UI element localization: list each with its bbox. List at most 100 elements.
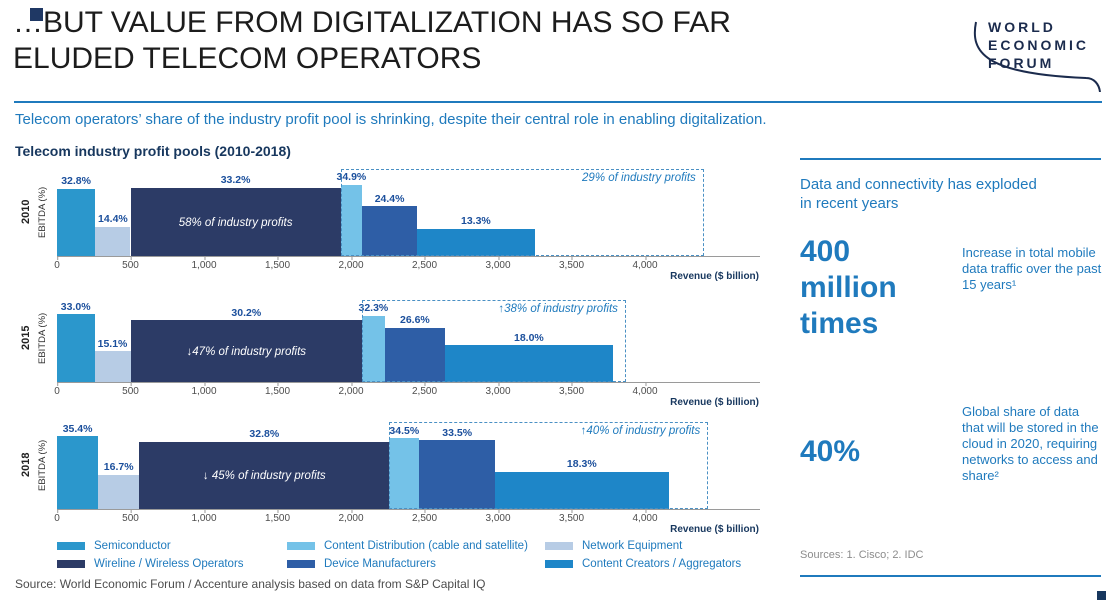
profit-share-group-box: [362, 299, 626, 382]
x-axis-2015: 0 500 1,000 1,500 2,000 2,500 3,000 3,500 4,000: [54, 383, 760, 398]
right-panel-bottom-rule: [800, 575, 1101, 577]
legend-swatch: [545, 560, 573, 568]
operators-profit-share-label: 58% of industry profits: [178, 217, 293, 229]
y-axis-year-label: 2015: [20, 325, 32, 351]
chart-2010: 2010 EBITDA (%) 32.8% 14.4% 33.2% 58% of in…: [14, 167, 764, 287]
x-tick-label: 0: [54, 257, 60, 271]
stat-value-mobile-traffic: 400 million times: [800, 235, 897, 340]
legend-item: Wireline / Wireless Operators: [57, 558, 287, 570]
bar-value-label: 33.2%: [220, 174, 251, 187]
x-tick-label: 2,500: [411, 510, 438, 524]
x-tick-label: 1,000: [191, 383, 217, 397]
bar-value-label: 26.6%: [400, 314, 430, 326]
legend-swatch: [57, 560, 85, 568]
title-accent-square: [30, 8, 43, 21]
legend-item: Content Creators / Aggregators: [545, 558, 741, 570]
bar-2010-wireline-wireless-operators: [130, 187, 341, 256]
bar-value-label: 33.0%: [60, 300, 91, 313]
x-axis-2010: 0 500 1,000 1,500 2,000 2,500 3,000 3,500 4,000: [54, 257, 760, 272]
x-tick-label: 500: [122, 510, 139, 524]
x-axis-title: Revenue ($ billion): [670, 524, 759, 535]
y-axis-year-label: 2010: [20, 199, 32, 225]
group-profit-share-label: 29% of industry profits: [582, 171, 696, 184]
profit-share-group-box: [389, 422, 709, 509]
bar-2018-content-creators-aggregators: [495, 471, 669, 509]
bar-2018-content-distribution-cable-and-satellite: [389, 438, 420, 509]
stat-note-mobile-traffic: Increase in total mobile data traffic ov…: [962, 245, 1102, 292]
bar-2018-network-equipment: [98, 474, 140, 509]
wef-logo-word: ECONOMIC: [988, 37, 1089, 53]
plot-area-2015: 33.0% 15.1% 30.2% ↓47% of industry profits 3…: [57, 293, 760, 383]
bar-value-label: 35.4%: [62, 422, 93, 435]
legend-label: Content Creators / Aggregators: [582, 558, 742, 570]
page-title: …BUT VALUE FROM DIGITALIZATION HAS SO FA…: [13, 5, 731, 77]
x-tick-label: 3,000: [485, 383, 511, 397]
page-title-line2: ELUDED TELECOM OPERATORS: [13, 42, 482, 75]
bar-2010-content-distribution-cable-and-satellite: [340, 184, 362, 256]
y-axis-year-label: 2018: [20, 452, 32, 478]
right-panel-intro: Data and connectivity has exploded in re…: [800, 176, 1037, 212]
legend-swatch: [57, 542, 85, 550]
legend-swatch: [545, 542, 573, 550]
x-tick-label: 2,000: [338, 510, 364, 524]
bar-2015-semiconductor: [57, 314, 95, 382]
x-tick-label: 1,500: [264, 257, 291, 271]
x-tick-label: 2,500: [411, 383, 438, 397]
x-tick-label: 2,000: [338, 383, 364, 397]
legend-swatch: [287, 560, 315, 568]
x-tick-label: 0: [54, 510, 60, 524]
legend-item: Network Equipment: [545, 540, 741, 552]
bar-value-label: 13.3%: [461, 215, 491, 228]
bar-2010-semiconductor: [57, 188, 96, 256]
bar-2018-semiconductor: [57, 436, 99, 509]
x-axis-title: Revenue ($ billion): [670, 271, 759, 282]
y-axis-title: EBITDA (%): [37, 186, 48, 238]
bar-value-label: 24.4%: [374, 192, 405, 205]
plot-area-2010: 32.8% 14.4% 33.2% 58% of industry profits 34…: [57, 167, 760, 257]
bar-value-label: 14.4%: [98, 213, 128, 225]
wef-logo-arc: [973, 21, 1101, 92]
legend-label: Device Manufacturers: [324, 558, 436, 570]
bar-2015-content-distribution-cable-and-satellite: [362, 315, 385, 382]
x-tick-label: 500: [122, 257, 139, 271]
legend-swatch: [287, 542, 315, 550]
x-tick-label: 2,500: [411, 257, 438, 271]
bar-2015-content-creators-aggregators: [445, 345, 613, 382]
stat-value-cloud-share: 40%: [800, 435, 861, 468]
x-tick-label: 1,000: [191, 510, 217, 524]
x-tick-label: 0: [54, 383, 60, 397]
profit-share-group-box: [340, 168, 704, 256]
page-title-line1: …BUT VALUE FROM DIGITALIZATION HAS SO FA…: [13, 6, 731, 39]
corner-accent-square: [1097, 591, 1106, 600]
bar-value-label: 33.5%: [442, 426, 473, 439]
wef-logo: WORLD ECONOMIC FORUM: [988, 18, 1089, 72]
x-tick-label: 1,000: [191, 257, 217, 271]
wef-logo-word: FORUM: [988, 55, 1055, 71]
x-tick-label: 4,000: [632, 383, 658, 397]
x-tick-label: 2,000: [338, 257, 364, 271]
legend-label: Network Equipment: [582, 540, 683, 552]
x-tick-label: 4,000: [632, 510, 658, 524]
legend-item: Content Distribution (cable and satellit…: [287, 540, 545, 552]
bar-2015-wireline-wireless-operators: [130, 320, 362, 382]
plot-area-2018: 35.4% 16.7% 32.8% ↓ 45% of industry profits…: [57, 420, 760, 510]
group-profit-share-label: ↑40% of industry profits: [580, 425, 701, 438]
y-axis-title: EBITDA (%): [37, 312, 48, 364]
bar-value-label: 18.3%: [566, 458, 597, 470]
bar-2010-device-manufacturers: [362, 206, 418, 256]
right-panel-top-rule: [800, 158, 1101, 160]
y-axis-title: EBITDA (%): [37, 439, 48, 491]
bar-2018-wireline-wireless-operators: [139, 441, 390, 509]
bar-2015-device-manufacturers: [384, 327, 446, 382]
x-axis-title: Revenue ($ billion): [670, 397, 759, 408]
bar-value-label: 32.8%: [61, 175, 91, 188]
chart-title: Telecom industry profit pools (2010-2018…: [15, 143, 291, 159]
x-tick-label: 4,000: [632, 257, 658, 271]
bar-2010-network-equipment: [95, 226, 131, 256]
source-note: Source: World Economic Forum / Accenture…: [15, 577, 486, 591]
legend-label: Semiconductor: [94, 540, 171, 552]
bar-value-label: 30.2%: [231, 306, 262, 319]
operators-profit-share-label: ↓ 45% of industry profits: [202, 470, 326, 483]
x-axis-2018: 0 500 1,000 1,500 2,000 2,500 3,000 3,500 4,000: [54, 510, 760, 525]
